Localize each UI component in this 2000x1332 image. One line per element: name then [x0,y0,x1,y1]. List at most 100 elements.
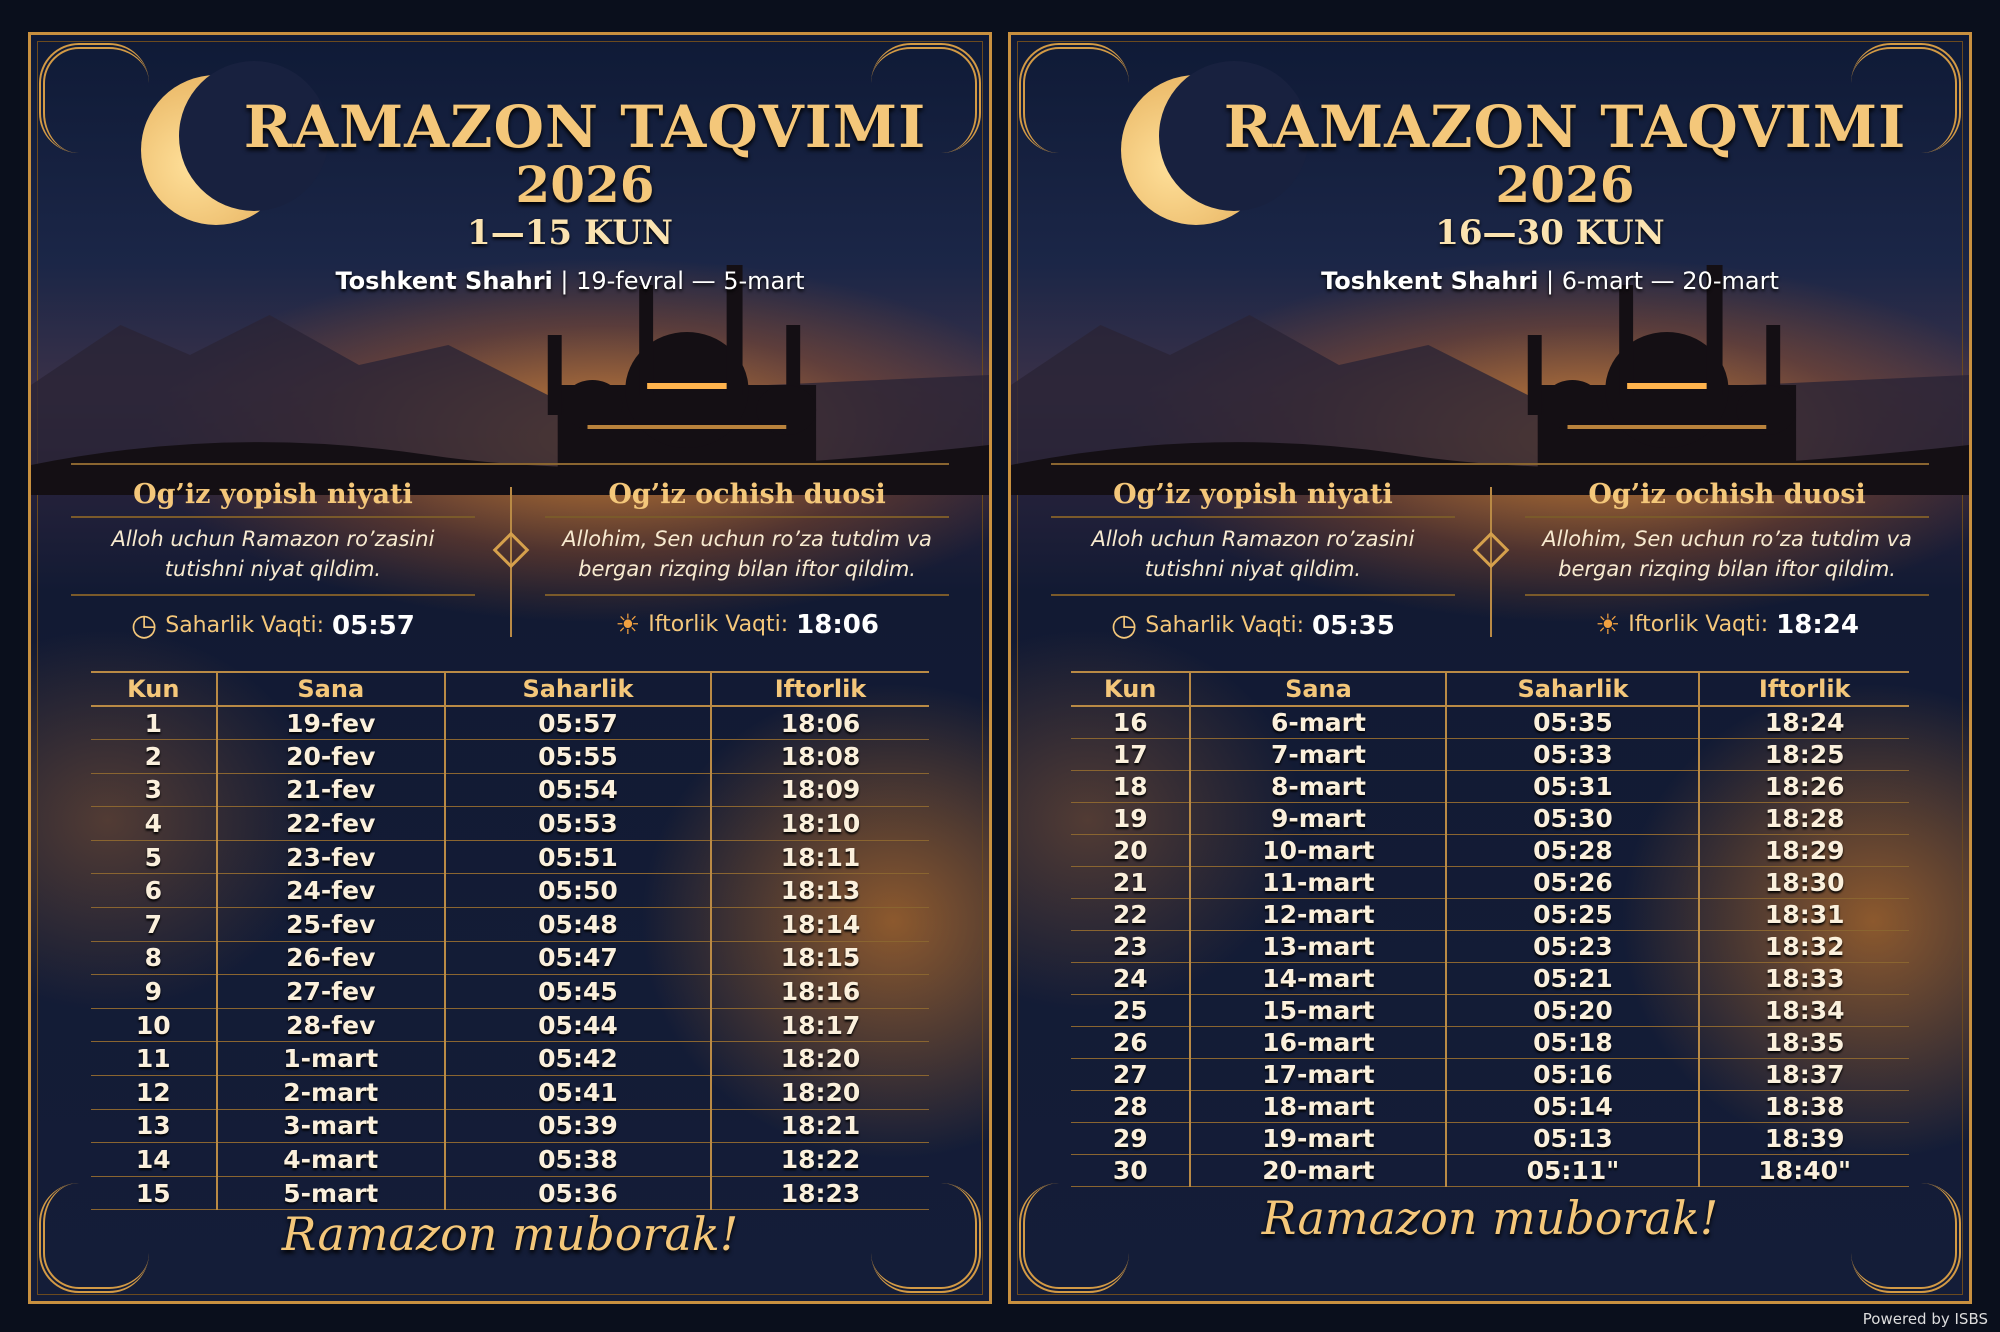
table-cell: 05:39 [443,1109,711,1144]
column-header: Saharlik [1445,671,1700,707]
footer-greeting: Ramazon muborak! [1261,1191,1719,1245]
table-cell: 05:33 [1445,738,1700,771]
table-cell: 18:15 [709,941,929,976]
table-cell: 15 [91,1176,217,1211]
table-cell: 18:11 [709,840,929,875]
duo-text: Allohim, Sen uchun ro’za tutdim va berga… [1525,518,1929,596]
table-row: 4 22-fev 05:53 18:10 [91,806,929,841]
day-range: 1—15 KUN [467,213,673,253]
table-row: 7 25-fev 05:48 18:14 [91,907,929,942]
table-cell: 23-fev [215,840,445,875]
clock-icon: ◷ [1111,608,1138,643]
table-row: 21 11-mart 05:26 18:30 [1071,866,1909,899]
ornament-divider [492,487,530,637]
table-row: 16 6-mart 05:35 18:24 [1071,706,1909,739]
table-row: 26 16-mart 05:18 18:35 [1071,1026,1909,1059]
iftorlik-time: 18:06 [796,609,879,640]
calendar-year: 2026 [515,155,655,214]
table-row: 20 10-mart 05:28 18:29 [1071,834,1909,867]
niyat-text: Alloh uchun Ramazon ro’zasini tutishni n… [71,518,475,596]
calendar-title: RAMAZON TAQVIMI [243,93,927,161]
table-row: 15 5-mart 05:36 18:23 [91,1176,929,1211]
duo-title: Og’iz ochish duosi [545,479,949,518]
table-row: 11 1-mart 05:42 18:20 [91,1041,929,1077]
duo-text: Allohim, Sen uchun ro’za tutdim va berga… [545,518,949,596]
table-cell: 11-mart [1189,866,1447,899]
table-row: 5 23-fev 05:51 18:11 [91,840,929,875]
table-cell: 11 [91,1041,217,1077]
table-cell: 18:35 [1698,1026,1909,1059]
crescent-moon-icon [141,61,329,225]
table-cell: 3-mart [215,1109,445,1144]
duo-title: Og’iz ochish duosi [1525,479,1929,518]
table-cell: 20-fev [215,739,445,774]
table-row: 2 20-fev 05:55 18:08 [91,739,929,774]
table-cell: 18:16 [709,974,929,1009]
table-row: 12 2-mart 05:41 18:20 [91,1075,929,1110]
table-cell: 18:20 [709,1041,929,1077]
table-row: 30 20-mart 05:11" 18:40" [1071,1154,1909,1187]
table-cell: 18:17 [709,1008,929,1043]
table-cell: 05:23 [1445,930,1700,963]
table-cell: 16 [1071,706,1191,739]
table-cell: 18:28 [1698,802,1909,835]
table-cell: 05:47 [443,941,711,976]
table-cell: 18:23 [709,1176,929,1211]
table-cell: 05:21 [1445,962,1700,995]
table-cell: 18:20 [709,1075,929,1110]
table-cell: 05:13 [1445,1122,1700,1155]
table-cell: 26 [1071,1026,1191,1059]
corner-ornament [1851,1183,1961,1293]
prayer-section: Og’iz yopish niyati Alloh uchun Ramazon … [71,463,949,663]
table-cell: 20 [1071,834,1191,867]
corner-ornament [39,43,149,153]
table-cell: 19 [1071,802,1191,835]
calendar-card: RAMAZON TAQVIMI 2026 16—30 KUN Toshkent … [1008,32,1972,1304]
table-row: 6 24-fev 05:50 18:13 [91,873,929,909]
table-cell: 9-mart [1189,802,1447,835]
table-cell: 14-mart [1189,962,1447,995]
date-range: 19-fevral — 5-mart [576,267,805,295]
table-cell: 13-mart [1189,930,1447,963]
table-cell: 21 [1071,866,1191,899]
table-cell: 20-mart [1189,1154,1447,1187]
sunset-icon: ☀ [1595,608,1621,641]
city-dates: Toshkent Shahri | 19-fevral — 5-mart [335,267,805,295]
column-header: Sana [215,671,445,707]
table-cell: 29 [1071,1122,1191,1155]
table-cell: 1 [91,706,217,741]
column-header: Saharlik [443,671,711,707]
table-row: 25 15-mart 05:20 18:34 [1071,994,1909,1027]
table-cell: 18:32 [1698,930,1909,963]
table-cell: 30 [1071,1154,1191,1187]
table-cell: 18:22 [709,1142,929,1177]
table-row: 28 18-mart 05:14 18:38 [1071,1090,1909,1123]
niyat-title: Og’iz yopish niyati [1051,479,1455,518]
table-row: 14 4-mart 05:38 18:22 [91,1142,929,1177]
corner-ornament [1851,43,1961,153]
schedule-table: Kun Sana Saharlik Iftorlik 1 19-fev 05:57 18:06… [91,671,929,1211]
table-cell: 27 [1071,1058,1191,1091]
table-cell: 27-fev [215,974,445,1009]
niyat-text: Alloh uchun Ramazon ro’zasini tutishni n… [1051,518,1455,596]
table-cell: 19-mart [1189,1122,1447,1155]
table-cell: 16-mart [1189,1026,1447,1059]
table-cell: 10-mart [1189,834,1447,867]
mosque-skyline-illustration [31,265,989,495]
column-header: Iftorlik [1698,671,1909,707]
table-cell: 7-mart [1189,738,1447,771]
table-cell: 18-mart [1189,1090,1447,1123]
table-cell: 05:28 [1445,834,1700,867]
table-cell: 25 [1071,994,1191,1027]
table-cell: 05:35 [1445,706,1700,739]
column-header: Kun [91,671,217,707]
niyat-title: Og’iz yopish niyati [71,479,475,518]
table-cell: 05:55 [443,739,711,774]
sunset-icon: ☀ [615,608,641,641]
table-cell: 18:14 [709,907,929,942]
city-name: Toshkent Shahri [1321,267,1539,295]
clock-icon: ◷ [131,608,158,643]
table-row: 29 19-mart 05:13 18:39 [1071,1122,1909,1155]
table-cell: 14 [91,1142,217,1177]
table-cell: 10 [91,1008,217,1043]
